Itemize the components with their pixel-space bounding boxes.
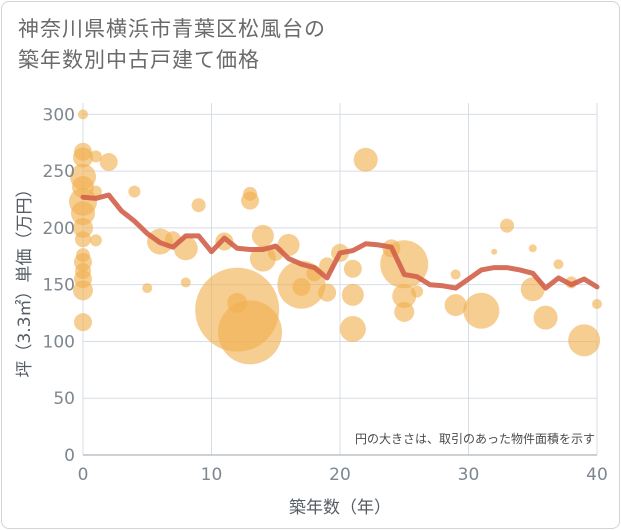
data-bubble xyxy=(318,283,337,302)
data-bubble xyxy=(394,301,415,322)
y-tick-label: 250 xyxy=(43,162,75,182)
data-bubble xyxy=(75,231,91,248)
data-bubble xyxy=(343,259,362,278)
y-tick-label: 0 xyxy=(64,446,75,466)
data-bubble xyxy=(73,147,93,168)
grid-lines xyxy=(82,103,598,456)
data-bubble xyxy=(74,313,92,332)
data-bubble xyxy=(533,305,558,330)
data-bubble xyxy=(73,217,93,238)
data-bubble xyxy=(568,324,601,357)
data-bubble xyxy=(491,248,498,255)
y-tick-label: 300 xyxy=(43,105,75,125)
data-bubble xyxy=(528,244,537,253)
data-bubble xyxy=(89,150,102,163)
data-bubble xyxy=(592,298,602,309)
data-bubble xyxy=(99,153,118,172)
data-bubble xyxy=(191,198,206,213)
data-bubble xyxy=(128,185,141,198)
x-axis-title: 築年数（年） xyxy=(289,498,391,518)
chart-title: 神奈川県横浜市青葉区松風台の 築年数別中古戸建て価格 xyxy=(18,14,326,76)
y-tick-label: 150 xyxy=(43,276,75,296)
data-bubble xyxy=(411,285,424,298)
data-bubble xyxy=(450,269,461,280)
size-note: 円の大きさは、取引のあった物件面積を示す xyxy=(355,431,595,446)
data-bubble xyxy=(89,234,102,247)
data-bubble xyxy=(241,191,260,210)
x-tick-label: 40 xyxy=(586,465,608,485)
trend-line xyxy=(80,192,600,291)
data-bubble xyxy=(553,259,564,270)
x-tick-label: 30 xyxy=(458,465,480,485)
x-tick-label: 0 xyxy=(78,465,89,485)
data-bubble xyxy=(89,185,102,198)
tick-labels: 0 50 100 150 200 250 300 0 10 20 30 40 xyxy=(43,105,608,485)
data-bubble xyxy=(73,280,93,301)
data-bubble xyxy=(78,109,88,120)
chart-title-line1: 神奈川県横浜市青葉区松風台の xyxy=(18,17,326,41)
y-tick-label: 50 xyxy=(53,389,75,409)
trend-line-layer xyxy=(80,192,600,291)
x-tick-label: 20 xyxy=(329,465,351,485)
data-bubble xyxy=(353,147,378,172)
data-bubble xyxy=(180,277,191,288)
data-bubble xyxy=(392,284,417,309)
y-tick-label: 100 xyxy=(43,332,75,352)
chart-title-line2: 築年数別中古戸建て価格 xyxy=(18,48,260,72)
data-bubble xyxy=(71,201,95,226)
x-tick-label: 10 xyxy=(201,465,223,485)
y-tick-label: 200 xyxy=(43,219,75,239)
data-bubble xyxy=(218,300,283,365)
data-bubble xyxy=(500,218,515,233)
y-axis-title: 坪（3.3㎡）単価（万円） xyxy=(15,180,35,377)
data-bubble xyxy=(341,283,364,306)
data-bubble xyxy=(292,277,311,296)
data-bubble xyxy=(251,224,274,247)
data-bubble xyxy=(142,283,153,294)
data-bubble xyxy=(444,294,467,317)
data-bubble xyxy=(339,315,366,342)
data-bubble xyxy=(463,292,500,329)
